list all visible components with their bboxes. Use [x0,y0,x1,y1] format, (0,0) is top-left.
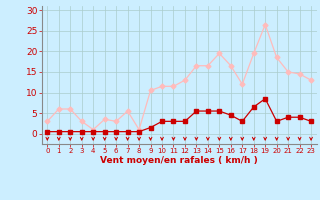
X-axis label: Vent moyen/en rafales ( km/h ): Vent moyen/en rafales ( km/h ) [100,156,258,165]
